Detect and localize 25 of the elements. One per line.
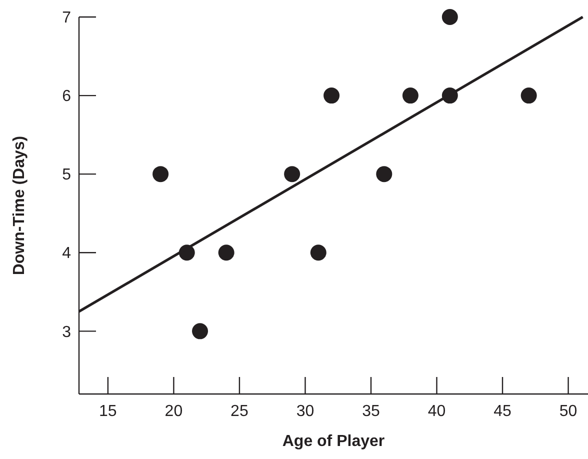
x-tick-label: 50 <box>559 403 578 420</box>
point <box>192 323 208 340</box>
x-tick-label: 40 <box>428 403 446 420</box>
y-tick-label: 5 <box>62 166 72 184</box>
point <box>376 166 392 182</box>
x-tick-label: 35 <box>362 403 380 420</box>
point <box>152 166 169 182</box>
y-axis-title: Down-Time (Days) <box>11 136 28 276</box>
point <box>442 9 458 25</box>
x-tick-label: 25 <box>230 403 248 420</box>
x-tick-label: 20 <box>164 403 183 420</box>
y-tick-label: 7 <box>62 10 72 27</box>
point <box>402 88 418 104</box>
x-tick-label: 45 <box>494 403 512 420</box>
x-tick-label: 30 <box>296 403 314 420</box>
point <box>324 88 340 104</box>
y-tick-label: 4 <box>62 245 72 262</box>
y-tick-label: 3 <box>62 324 72 341</box>
y-tick-label: 6 <box>62 88 72 106</box>
point <box>520 88 537 104</box>
point <box>284 166 300 182</box>
x-tick-label: 15 <box>99 403 117 420</box>
x-axis-title: Age of Player <box>282 433 385 450</box>
point <box>310 244 326 261</box>
point <box>218 244 234 261</box>
